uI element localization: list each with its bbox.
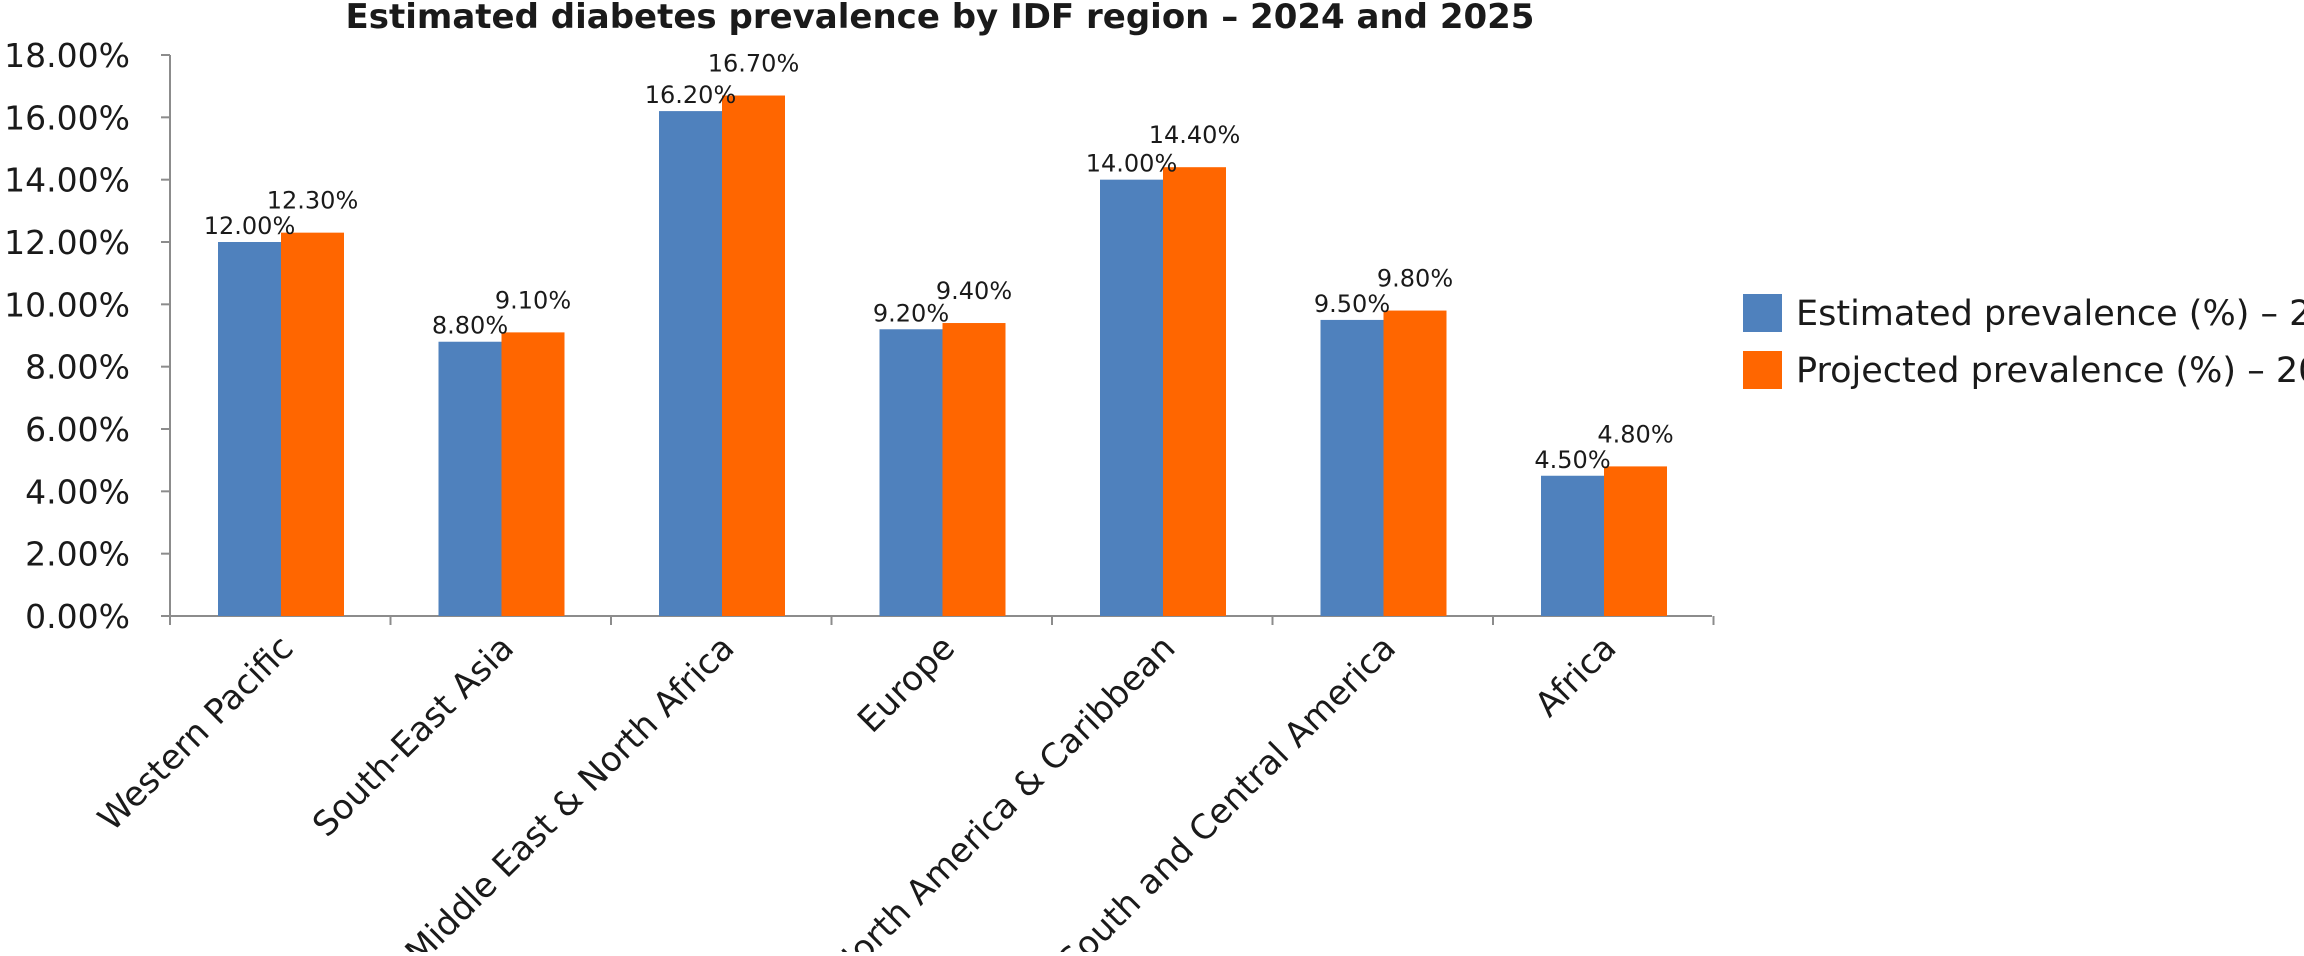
bar-2025 — [501, 332, 565, 616]
y-tick-label: 16.00% — [4, 98, 130, 137]
legend-swatch — [1743, 351, 1782, 389]
data-label-2024: 16.20% — [645, 81, 737, 109]
data-label-2025: 9.40% — [936, 277, 1012, 305]
data-label-2025: 14.40% — [1149, 121, 1241, 149]
y-tick-label: 0.00% — [25, 597, 130, 636]
y-tick-label: 10.00% — [4, 285, 130, 324]
bar-2024 — [659, 111, 722, 616]
bar-2024 — [438, 341, 502, 616]
bar-2025 — [281, 232, 344, 616]
bar-2025 — [1163, 167, 1226, 616]
data-labels: 12.00% 8.80% 16.20% 9.20% 14.00% 9.50% 4.50% 12… — [204, 50, 1674, 474]
data-label-2024: 8.80% — [432, 312, 508, 340]
y-tick-label: 14.00% — [4, 161, 130, 200]
legend-entry-label: Projected prevalence (%) – 2025 — [1796, 351, 2304, 391]
x-category-label: Western Pacific — [90, 628, 301, 839]
bar-2025 — [722, 95, 785, 617]
x-category-label: South and Central America — [1051, 628, 1404, 952]
x-category-label: South-East Asia — [305, 628, 522, 845]
y-tick-label: 4.00% — [25, 472, 130, 511]
data-label-2025: 9.80% — [1377, 265, 1453, 293]
chart-title: Estimated diabetes prevalence by IDF reg… — [346, 0, 1535, 37]
data-label-2024: 4.50% — [1534, 446, 1610, 474]
y-tick-label: 8.00% — [25, 348, 130, 387]
y-tick-label: 2.00% — [25, 535, 130, 574]
bar-2024 — [879, 329, 943, 616]
bar-2025 — [1383, 310, 1447, 616]
legend-entry-label: Estimated prevalence (%) – 2024 — [1796, 294, 2304, 334]
data-label-2025: 9.10% — [495, 286, 571, 314]
bar-2024 — [218, 242, 281, 616]
bar-2024 — [1320, 319, 1384, 616]
data-label-2025: 16.70% — [708, 50, 800, 78]
data-label-2024: 14.00% — [1086, 150, 1178, 178]
bars — [218, 95, 1667, 617]
x-category-label: Europe — [850, 628, 963, 741]
data-label-2025: 12.30% — [267, 187, 359, 215]
data-label-2024: 12.00% — [204, 212, 296, 240]
bar-2025 — [942, 323, 1006, 616]
y-tick-label: 6.00% — [25, 410, 130, 449]
y-tick-label: 18.00% — [4, 36, 130, 75]
bar-2024 — [1100, 179, 1163, 616]
data-label-2024: 9.20% — [873, 299, 949, 327]
bar-2025 — [1604, 466, 1667, 616]
bar-2024 — [1541, 475, 1604, 616]
x-category-label: Africa — [1528, 628, 1625, 725]
legend: Estimated prevalence (%) – 2024 Projected… — [1743, 294, 2304, 391]
legend-swatch — [1743, 294, 1782, 332]
data-label-2024: 9.50% — [1314, 290, 1390, 318]
data-label-2025: 4.80% — [1597, 420, 1673, 448]
y-tick-label: 12.00% — [4, 223, 130, 262]
